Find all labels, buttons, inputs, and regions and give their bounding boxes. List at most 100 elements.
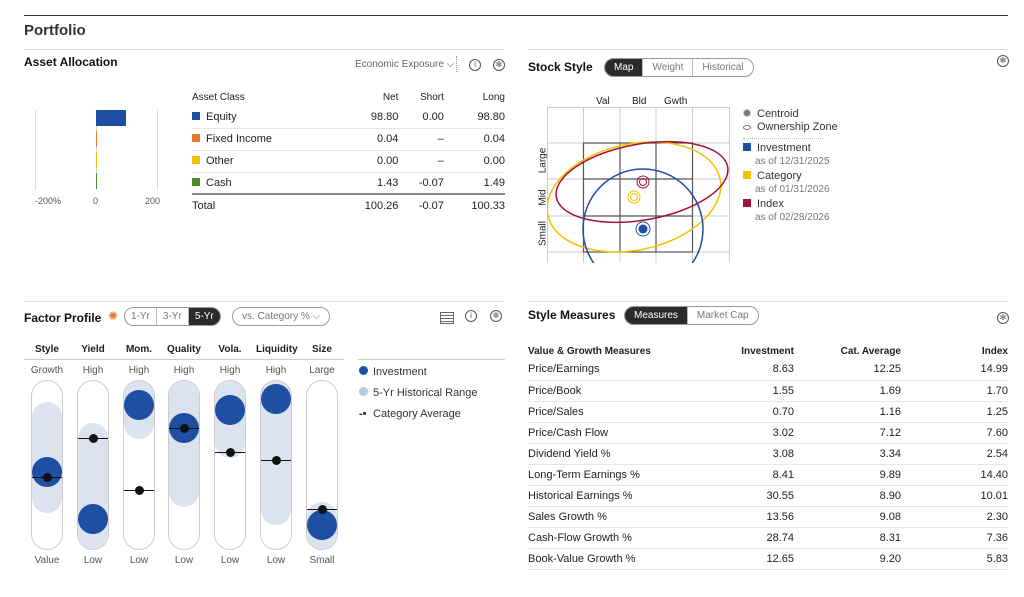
investment-cell: 8.63 <box>694 359 794 381</box>
compare-select[interactable]: vs. Category % ⌵ <box>232 307 331 326</box>
cat-average-cell: 7.12 <box>794 422 901 444</box>
table-view-icon[interactable] <box>440 312 454 324</box>
asset-class-cell: Fixed Income <box>192 128 338 151</box>
factor-name: Yield <box>81 344 105 355</box>
index-ownership-zone <box>555 140 729 224</box>
investment-cell: 13.56 <box>694 506 794 528</box>
divider <box>24 301 505 302</box>
net-cell: 0.00 <box>337 150 399 173</box>
investment-cell: 1.55 <box>694 380 794 402</box>
measure-name: Long-Term Earnings % <box>528 464 694 486</box>
factor-track <box>168 380 200 550</box>
investment-marker <box>307 510 337 541</box>
measure-name: Cash-Flow Growth % <box>528 527 694 549</box>
tab-3-yr[interactable]: 3-Yr <box>157 308 189 325</box>
factor-track <box>77 380 109 550</box>
settings-icon[interactable]: ✻ <box>493 59 505 71</box>
category-average-marker <box>169 424 199 434</box>
bar-fixed-income <box>96 131 97 147</box>
legend-centroid: Centroid <box>743 108 873 121</box>
col-header: Cat. Average <box>840 345 901 357</box>
factor-name: Vola. <box>218 344 242 355</box>
factor-low-label: Value <box>34 555 60 566</box>
settings-icon[interactable]: ✻ <box>997 312 1009 324</box>
zero-line <box>96 110 97 190</box>
index-cell: 5.83 <box>901 548 1008 570</box>
factor-low-label: Low <box>174 555 194 566</box>
table-row: Price/Sales 0.70 1.16 1.25 <box>528 401 1008 423</box>
legend-category: -• Category Average <box>359 408 478 429</box>
investment-cell: 0.70 <box>694 401 794 423</box>
investment-centroid <box>635 221 651 237</box>
investment-marker <box>215 394 245 425</box>
factor-name: Quality <box>167 344 201 355</box>
col-header: Long <box>482 91 505 103</box>
tick-label: 200 <box>145 196 161 206</box>
range-dot-icon <box>359 387 368 396</box>
tab-weight[interactable]: Weight <box>643 59 694 76</box>
measure-name: Historical Earnings % <box>528 485 694 507</box>
table-row: Long-Term Earnings % 8.41 9.89 14.40 <box>528 464 1008 486</box>
table-row: Price/Cash Flow 3.02 7.12 7.60 <box>528 422 1008 444</box>
factor-low-label: Low <box>220 555 240 566</box>
legend-category: Category as of 01/31/2026 <box>743 170 873 198</box>
measure-name: Book-Value Growth % <box>528 548 694 570</box>
table-row: Price/Book 1.55 1.69 1.70 <box>528 380 1008 402</box>
table-row: Book-Value Growth % 12.65 9.20 5.83 <box>528 548 1008 570</box>
divider <box>456 56 457 72</box>
legend-label: Investment <box>757 142 811 154</box>
legend-label: Centroid <box>757 108 799 120</box>
factor-legend: Investment 5-Yr Historical Range -• Categ… <box>359 366 478 429</box>
economic-exposure-select[interactable]: Economic Exposure ⌵ <box>355 59 454 70</box>
index-cell: 7.60 <box>901 422 1008 444</box>
factor-name: Mom. <box>125 344 153 355</box>
factor-high-label: High <box>82 365 104 376</box>
legend-label: Category Average <box>373 408 461 420</box>
col-header: Short <box>419 91 444 103</box>
index-cell: 10.01 <box>901 485 1008 507</box>
col-header: Value & Growth Measures <box>528 345 651 357</box>
investment-marker <box>261 384 291 415</box>
legend-date: as of 02/28/2026 <box>755 212 830 223</box>
category-average-marker <box>215 447 245 457</box>
settings-icon[interactable]: ✻ <box>490 310 502 322</box>
cat-average-cell: 9.20 <box>794 548 901 570</box>
category-average-icon: -• <box>359 408 367 420</box>
investment-cell: 3.02 <box>694 422 794 444</box>
style-map <box>547 107 730 263</box>
investment-cell: 28.74 <box>694 527 794 549</box>
cat-average-cell: 3.34 <box>794 443 901 465</box>
tab-market-cap[interactable]: Market Cap <box>696 310 749 321</box>
index-centroid <box>636 175 650 189</box>
asset-class-cell: Cash <box>192 172 338 195</box>
tab-measures[interactable]: Measures <box>625 307 688 324</box>
col-header: Investment <box>741 345 794 357</box>
style-measures-tabs: Measures Market Cap <box>624 306 759 325</box>
color-swatch-icon <box>192 134 200 142</box>
style-measures-table: Value & Growth Measures Investment Cat. … <box>528 343 1008 570</box>
tick-label: 0 <box>93 196 99 206</box>
bar-equity <box>96 110 127 126</box>
gridline <box>35 110 36 190</box>
cat-average-cell: 8.90 <box>794 485 901 507</box>
net-cell: 1.43 <box>337 172 399 195</box>
cat-average-cell: 8.31 <box>794 527 901 549</box>
tab-map[interactable]: Map <box>605 59 644 76</box>
tab-1-yr[interactable]: 1-Yr <box>125 308 157 325</box>
sparkle-icon: ✺ <box>108 309 119 323</box>
index-cell: 14.99 <box>901 359 1008 381</box>
settings-icon[interactable]: ✻ <box>997 55 1009 67</box>
tab-5-yr[interactable]: 5-Yr <box>188 308 220 325</box>
factor-track <box>31 380 63 550</box>
net-cell: 98.80 <box>337 106 399 129</box>
historical-range <box>169 381 199 507</box>
cat-average-cell: 12.25 <box>794 359 901 381</box>
info-icon[interactable]: i <box>465 310 477 322</box>
info-icon[interactable]: i <box>469 59 481 71</box>
index-cell: 1.25 <box>901 401 1008 423</box>
asset-allocation-table: Asset Class Net Short Long Equity 98.80 … <box>192 88 505 216</box>
stock-style-title: Stock Style <box>528 60 593 74</box>
legend-label: Ownership Zone <box>757 121 838 133</box>
tab-historical[interactable]: Historical <box>702 62 744 73</box>
measure-name: Price/Book <box>528 380 694 402</box>
